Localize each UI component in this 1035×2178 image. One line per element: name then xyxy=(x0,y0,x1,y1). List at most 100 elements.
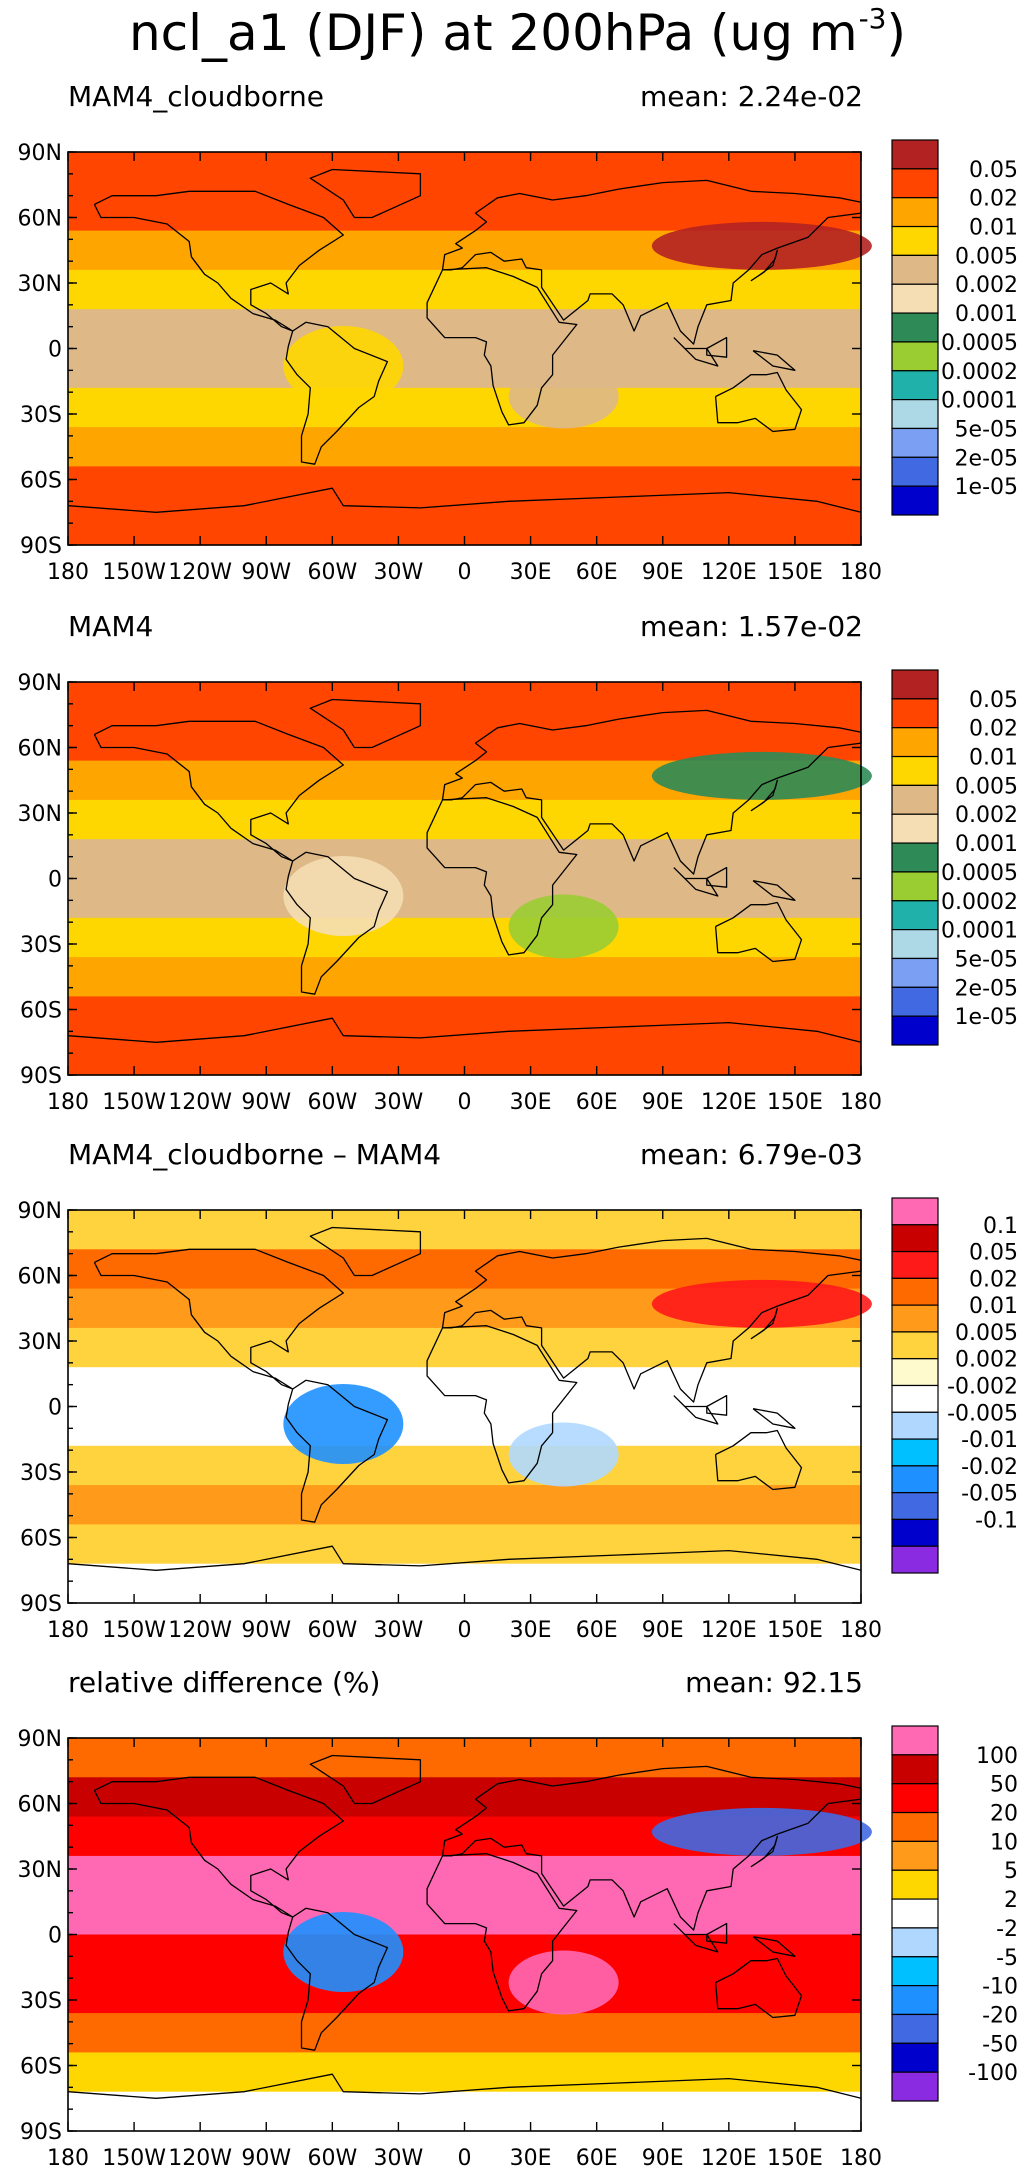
colorbar-swatch xyxy=(891,1985,939,2016)
colorbar-label: 0.002 xyxy=(955,273,1018,298)
colorbar-swatch xyxy=(891,1277,939,1306)
colorbar-swatch xyxy=(891,1492,939,1521)
colorbar-label: 0.0005 xyxy=(941,861,1018,886)
lon-label: 90W xyxy=(241,2146,291,2171)
lat-label: 30S xyxy=(20,1461,62,1486)
coastline xyxy=(706,1394,728,1416)
lon-label: 120E xyxy=(701,2146,757,2171)
lon-label: 90E xyxy=(642,560,684,585)
lon-label: 90E xyxy=(642,2146,684,2171)
lon-label: 180 xyxy=(840,1090,882,1115)
colorbar-swatch xyxy=(891,755,939,786)
coastline xyxy=(67,1017,862,1043)
lat-label: 30S xyxy=(20,403,62,428)
colorbar-swatch xyxy=(891,1898,939,1929)
colorbar-label: 10 xyxy=(990,1830,1018,1855)
colorbar-swatch xyxy=(891,168,939,199)
panel-mam4: MAM4 mean: 1.57e-02 90N 60N 30N 0 30S 60S 90S 1… xyxy=(0,602,1035,1122)
field-band xyxy=(68,466,861,507)
colorbar-swatch xyxy=(891,2013,939,2044)
coastline xyxy=(426,1853,578,2012)
colorbar-swatch xyxy=(891,1465,939,1494)
field-band xyxy=(68,957,861,997)
field-band xyxy=(68,2052,861,2093)
colorbar-label: 2e-05 xyxy=(955,446,1018,471)
lon-label: 60W xyxy=(307,1618,357,1643)
coastline xyxy=(426,797,578,956)
field-patch xyxy=(283,1911,404,1992)
lat-label: 90N xyxy=(18,1727,62,1752)
lat-label: 60N xyxy=(18,1793,62,1818)
colorbar-swatch xyxy=(891,842,939,873)
coastline xyxy=(714,371,803,433)
coastline xyxy=(285,1379,389,1523)
colorbar-label: 0.05 xyxy=(969,1241,1018,1266)
colorbar-label: 20 xyxy=(990,1802,1018,1827)
lon-label: 120E xyxy=(701,560,757,585)
coastline xyxy=(750,779,778,812)
lat-label: 30N xyxy=(18,1858,62,1883)
lon-label: 180 xyxy=(47,2146,89,2171)
colorbar: 0.05 0.02 0.01 0.005 0.002 0.001 0.0005 0.0002 0… xyxy=(891,669,1018,1046)
colorbar-swatch xyxy=(891,139,939,170)
colorbar-swatch xyxy=(891,957,939,988)
lon-label: 180 xyxy=(840,560,882,585)
colorbar-swatch xyxy=(891,2071,939,2102)
colorbar-label: 0.02 xyxy=(969,717,1018,742)
coastline xyxy=(706,866,728,888)
lat-label: 30N xyxy=(18,802,62,827)
colorbar-swatch xyxy=(891,1545,939,1574)
lon-label: 120E xyxy=(701,1090,757,1115)
lon-label: 0 xyxy=(458,1618,472,1643)
colorbar-swatch xyxy=(891,813,939,844)
field-patch xyxy=(651,751,872,800)
colorbar-swatch xyxy=(891,698,939,729)
colorbar-label: 0.05 xyxy=(969,158,1018,183)
colorbar-swatch xyxy=(891,1197,939,1226)
lat-label: 90S xyxy=(20,2120,62,2145)
colorbar-label: 2 xyxy=(1004,1888,1018,1913)
field-patch xyxy=(508,364,619,429)
field-band xyxy=(68,1445,861,1486)
map-field xyxy=(68,682,872,1076)
field-band xyxy=(68,799,861,840)
field-band xyxy=(68,839,861,880)
panel-cloudborne: MAM4_cloudborne mean: 2.24e-02 90N 60N 30N… xyxy=(0,72,1035,592)
lon-label: 120E xyxy=(701,1618,757,1643)
lon-label: 120W xyxy=(168,560,232,585)
colorbar-swatch xyxy=(891,929,939,960)
field-patch xyxy=(508,1422,619,1487)
lon-label: 30E xyxy=(510,1618,552,1643)
colorbar-label: -0.002 xyxy=(947,1375,1018,1400)
colorbar-label: -0.02 xyxy=(961,1455,1018,1480)
field-band xyxy=(68,427,861,467)
field-band xyxy=(68,387,861,428)
field-band xyxy=(68,878,861,919)
colorbar-label: 0.001 xyxy=(955,302,1018,327)
colorbar-label: 2e-05 xyxy=(955,976,1018,1001)
coastline xyxy=(752,1936,796,1957)
colorbar-label: 0.0001 xyxy=(941,389,1018,414)
lat-label: 30S xyxy=(20,933,62,958)
lat-label: 90S xyxy=(20,1064,62,1089)
coastline xyxy=(441,1765,862,1931)
colorbar-swatch xyxy=(891,1725,939,1756)
colorbar-swatch xyxy=(891,1304,939,1333)
coastline xyxy=(752,880,796,901)
panel-mean: mean: 6.79e-03 xyxy=(639,1138,863,1171)
field-patch xyxy=(651,1279,872,1328)
colorbar-label: 0.005 xyxy=(955,774,1018,799)
lat-label: 0 xyxy=(48,338,62,363)
figure-title: ncl_a1 (DJF) at 200hPa (ug m-3) xyxy=(128,2,906,62)
coastline xyxy=(309,1754,422,1805)
field-band xyxy=(68,1895,861,1936)
coastline xyxy=(752,1408,796,1429)
axis-ticks xyxy=(67,151,862,546)
coastline xyxy=(441,1237,862,1403)
map-field xyxy=(68,152,872,546)
lat-label: 30N xyxy=(18,1330,62,1355)
lat-label: 60N xyxy=(18,1265,62,1290)
colorbar-swatch xyxy=(891,197,939,228)
